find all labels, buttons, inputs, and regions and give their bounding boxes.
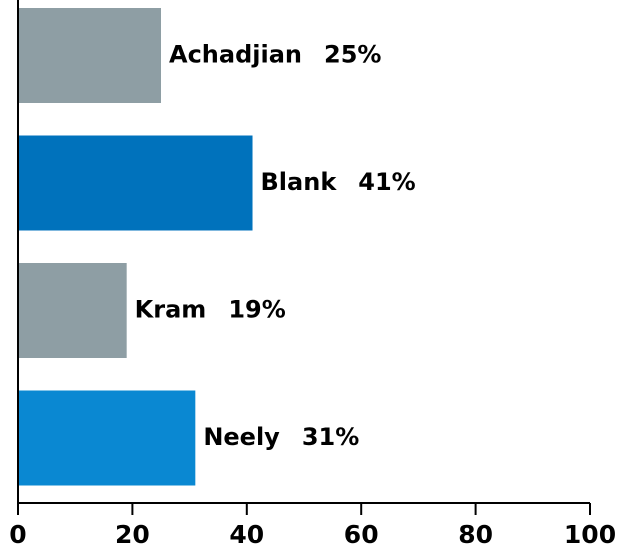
category-label: Neely (203, 423, 280, 451)
x-tick-label: 20 (115, 520, 150, 549)
bar (18, 135, 253, 231)
bar (18, 263, 127, 358)
value-label: 41% (358, 168, 415, 196)
x-tick-label: 40 (229, 520, 264, 549)
category-label: Blank (261, 168, 338, 196)
x-tick-label: 80 (458, 520, 493, 549)
value-label: 19% (228, 296, 285, 324)
x-tick-label: 100 (564, 520, 616, 549)
x-tick-label: 0 (9, 520, 26, 549)
bar (18, 390, 196, 486)
x-tick-label: 60 (344, 520, 379, 549)
value-label: 25% (324, 41, 381, 69)
category-label: Achadjian (169, 41, 302, 69)
value-label: 31% (302, 423, 359, 451)
category-label: Kram (135, 296, 207, 324)
bar (18, 8, 161, 103)
